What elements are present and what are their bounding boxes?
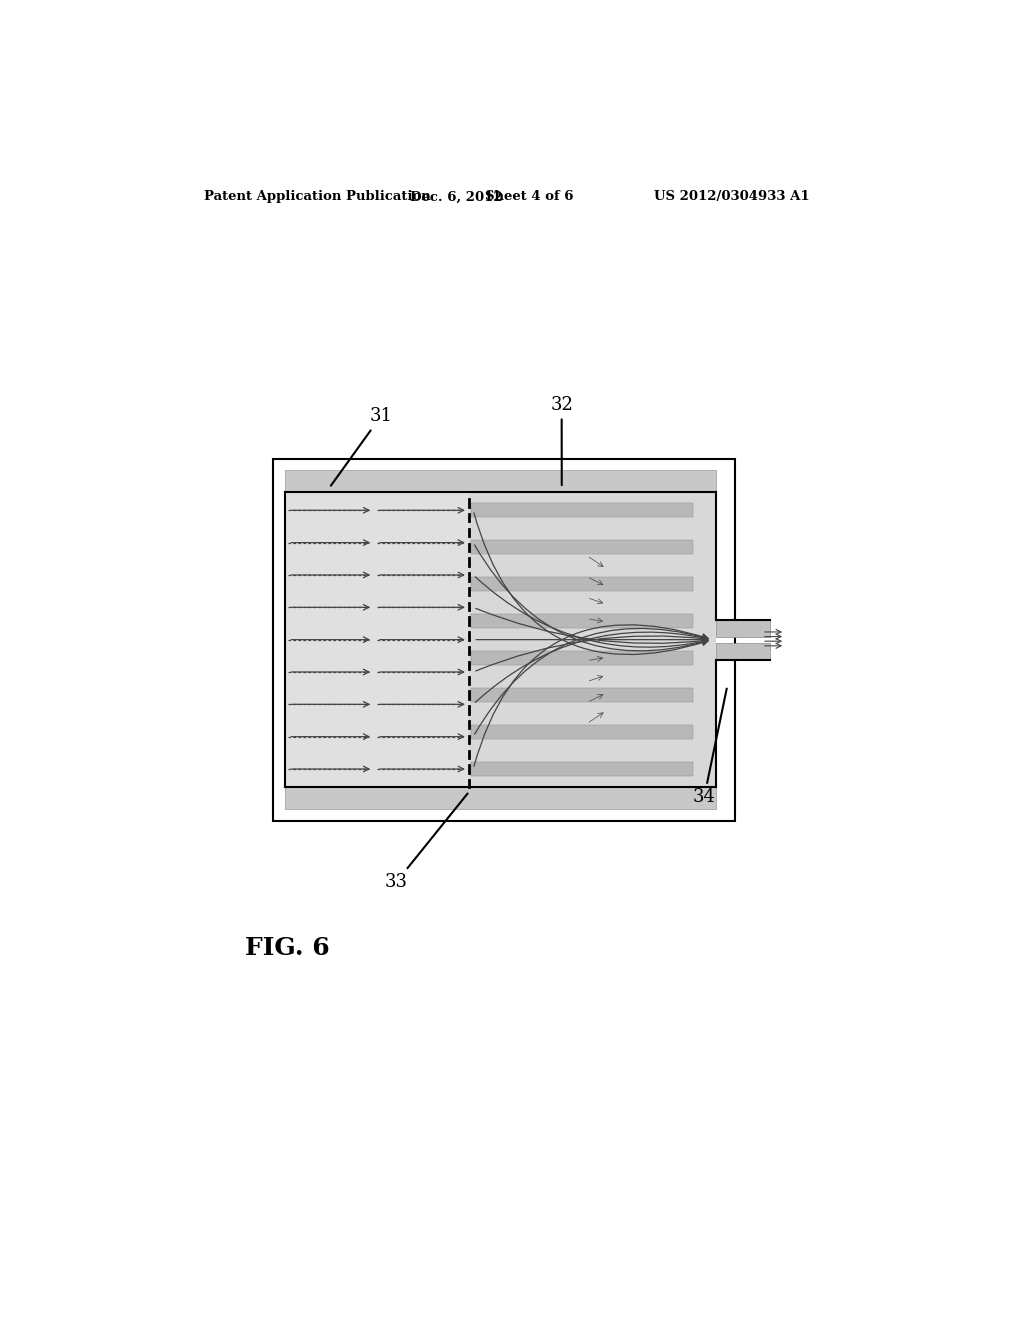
Bar <box>716 619 770 636</box>
Text: 33: 33 <box>385 793 468 891</box>
Bar <box>471 540 692 554</box>
Text: US 2012/0304933 A1: US 2012/0304933 A1 <box>654 190 810 203</box>
Text: 32: 32 <box>550 396 573 486</box>
Bar <box>471 688 692 702</box>
Bar <box>471 503 692 517</box>
Bar <box>285 492 716 788</box>
Bar <box>471 651 692 665</box>
Text: Patent Application Publication: Patent Application Publication <box>204 190 430 203</box>
Bar <box>471 577 692 591</box>
Bar <box>471 614 692 628</box>
Bar <box>716 643 770 660</box>
Text: FIG. 6: FIG. 6 <box>245 936 329 960</box>
Text: 31: 31 <box>331 408 392 486</box>
Text: 34: 34 <box>692 689 727 807</box>
Bar <box>471 725 692 739</box>
Text: Dec. 6, 2012: Dec. 6, 2012 <box>410 190 503 203</box>
Bar <box>469 492 716 788</box>
Bar <box>273 459 735 821</box>
Text: Sheet 4 of 6: Sheet 4 of 6 <box>484 190 573 203</box>
Bar <box>285 470 716 492</box>
Bar <box>471 762 692 776</box>
Bar <box>285 788 716 809</box>
